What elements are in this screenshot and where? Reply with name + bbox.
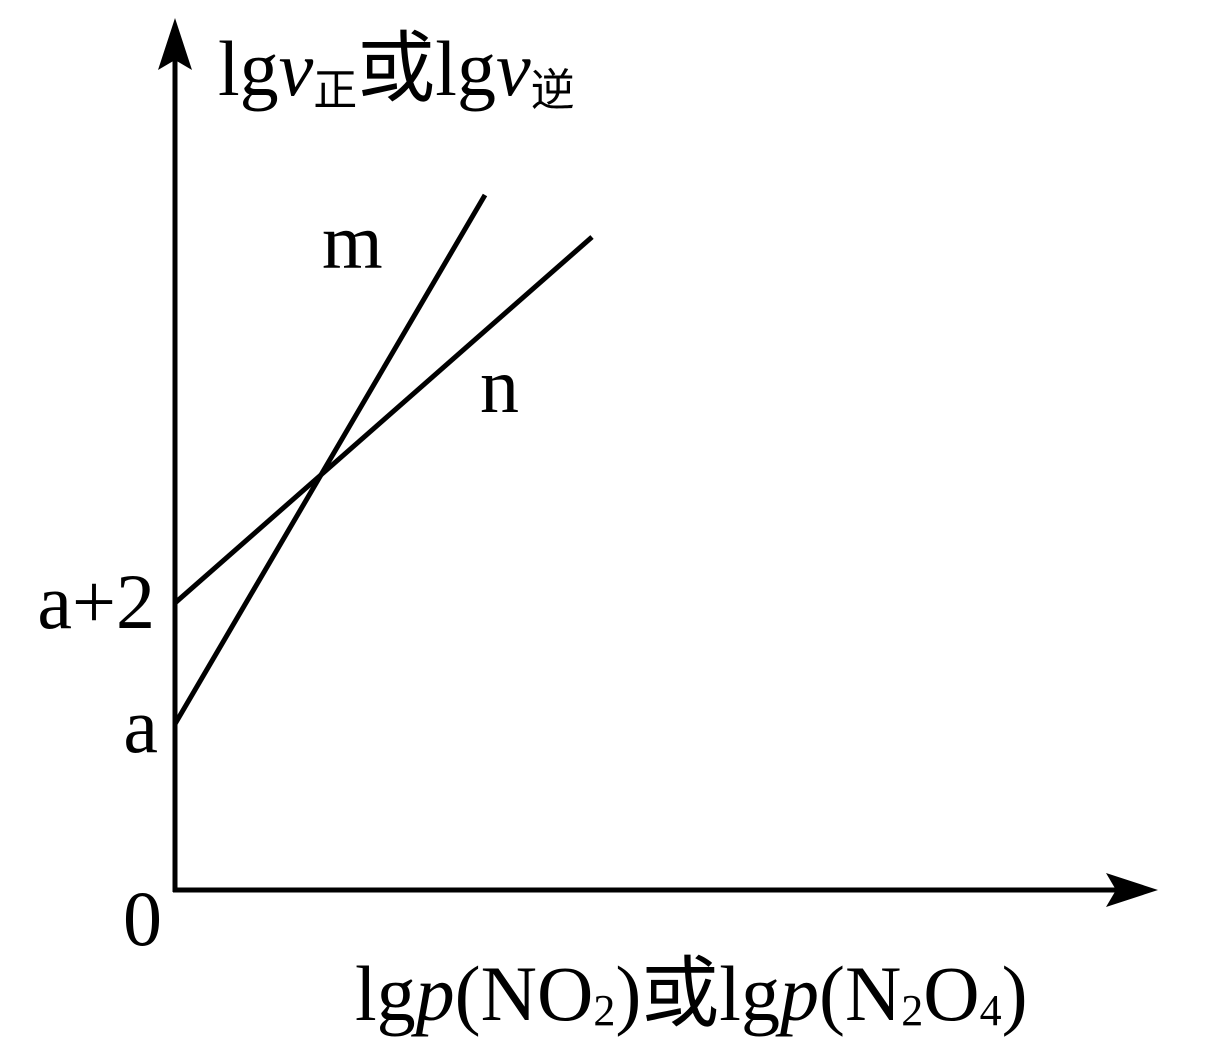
label-part: lg — [218, 25, 279, 112]
label-part: v — [279, 25, 314, 112]
label-part: 2 — [593, 986, 615, 1035]
x-axis-label: lgp(NO2)或lgp(N2O4) — [355, 950, 1028, 1037]
label-part: 2 — [901, 986, 923, 1035]
label-part: )或lg — [615, 950, 780, 1037]
label-part: 逆 — [531, 66, 575, 115]
label-part: 正 — [313, 66, 357, 115]
label-part: (N — [819, 950, 901, 1037]
label-part: p — [775, 950, 819, 1037]
tick-label: a+2 — [37, 558, 155, 645]
label-part: p — [411, 950, 455, 1037]
tick-label: a — [123, 682, 158, 769]
tick-label: 0 — [123, 875, 162, 962]
label-part: 4 — [980, 986, 1002, 1035]
label-part: (NO — [455, 950, 594, 1037]
label-part: O — [923, 950, 979, 1037]
line-n — [173, 235, 594, 605]
label-part: ) — [1002, 950, 1028, 1037]
line-label: m — [322, 198, 383, 285]
label-part: v — [496, 25, 531, 112]
label-part: 或lg — [357, 25, 496, 112]
line-label: n — [480, 342, 519, 429]
label-part: lg — [355, 950, 416, 1037]
y-axis-label: lgv正或lgv逆 — [218, 25, 575, 115]
x-arrow — [1106, 873, 1158, 907]
y-arrow — [158, 18, 192, 70]
line-m — [172, 193, 488, 726]
